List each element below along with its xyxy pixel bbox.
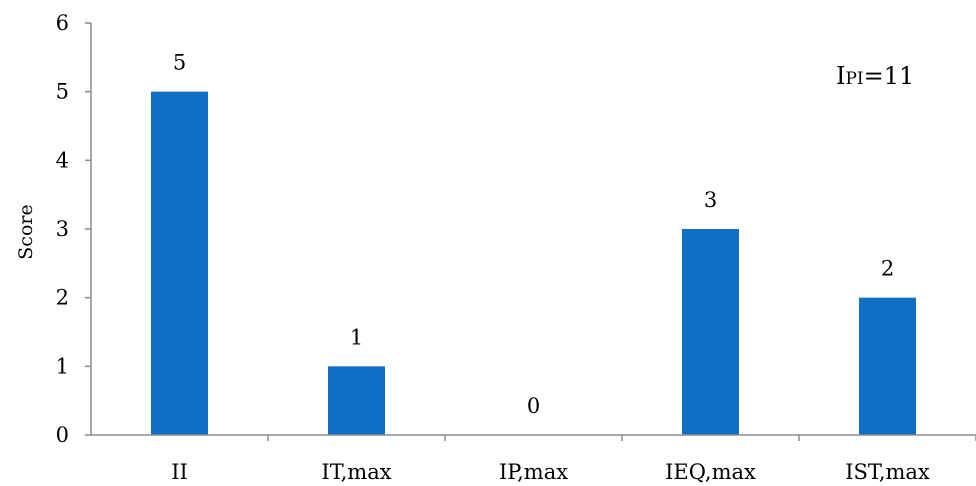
pi-annotation-main: I (836, 62, 845, 90)
y-tick-label: 1 (56, 354, 69, 378)
y-axis-ticks: 0 1 2 3 4 5 6 (56, 11, 91, 447)
x-tick-label: II (171, 460, 188, 484)
bar-data-label: 5 (173, 51, 186, 75)
bar-data-label: 1 (350, 325, 363, 349)
bar-data-label: 2 (881, 257, 894, 281)
y-tick-label: 4 (56, 148, 69, 172)
y-axis-title: Score (15, 204, 37, 259)
x-tick-label: IT,max (321, 460, 391, 484)
y-tick-label: 5 (56, 80, 69, 104)
x-tick-label: IEQ,max (665, 460, 756, 484)
data-labels: 5 1 0 3 2 (173, 51, 894, 418)
y-tick-label: 6 (56, 11, 69, 35)
pi-annotation-suffix: =11 (864, 62, 915, 90)
x-axis-ticks: II IT,max IP,max IEQ,max IST,max (171, 435, 976, 484)
bar (859, 297, 916, 435)
x-tick-label: IST,max (845, 460, 930, 484)
bar-data-label: 0 (527, 394, 540, 418)
y-tick-label: 0 (56, 423, 69, 447)
pi-annotation: IPI=11 (836, 62, 914, 90)
y-tick-label: 2 (56, 286, 69, 310)
bars (151, 91, 916, 436)
y-tick-label: 3 (56, 217, 69, 241)
x-tick-label: IP,max (499, 460, 568, 484)
pi-annotation-sub: PI (845, 69, 863, 89)
bar (328, 366, 385, 435)
bar (682, 229, 739, 435)
bar-data-label: 3 (704, 188, 717, 212)
bar (151, 91, 208, 436)
